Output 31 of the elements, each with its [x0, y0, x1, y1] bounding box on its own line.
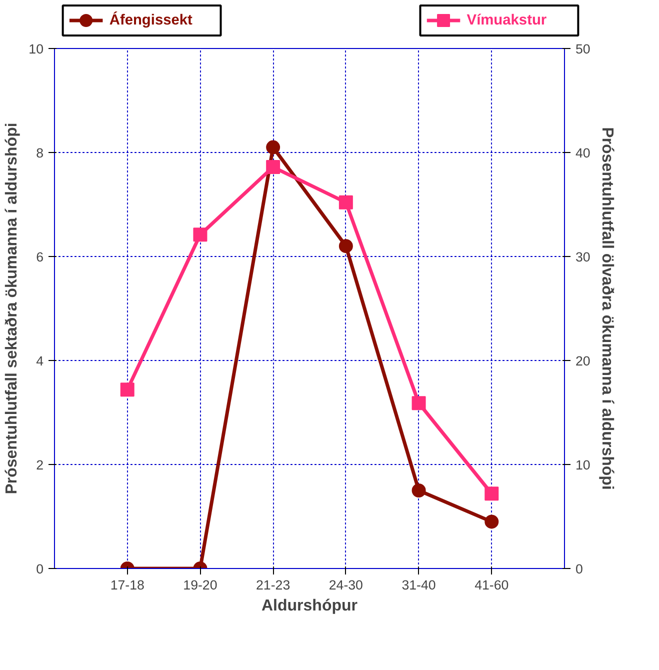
y2-tick-label: 0: [576, 562, 583, 576]
y2-tick-label: 30: [576, 250, 590, 264]
point: [412, 396, 426, 410]
x-tick-label: 31-40: [402, 578, 436, 592]
y2-axis-title: Prósentuhlutfall ölvaðra ökumanna í aldurshópi: [598, 127, 616, 490]
point: [266, 140, 280, 154]
y-tick-label: 10: [28, 42, 44, 56]
y-tick-label: 2: [36, 458, 44, 472]
y-tick-label: 6: [36, 250, 44, 264]
point: [484, 486, 499, 501]
y-tick-label: 4: [36, 354, 44, 368]
y2-tick-label: 50: [576, 42, 590, 56]
legend-label: Vímuakstur: [466, 12, 547, 28]
x-tick-label: 21-23: [256, 578, 290, 592]
point: [338, 195, 353, 210]
x-axis-title: Aldurshópur: [262, 598, 358, 614]
point: [266, 160, 280, 174]
y2-tick-label: 20: [576, 354, 590, 368]
y-axis-title: Prósentuhlutfall sektaðra ökumanna í aldurshópi: [4, 122, 21, 494]
y2-tick-label: 10: [576, 458, 590, 472]
point: [338, 239, 353, 254]
x-tick-label: 17-18: [110, 578, 144, 592]
x-tick-label: 19-20: [183, 578, 218, 592]
legend-label: Áfengissekt: [109, 12, 193, 28]
y2-tick-label: 40: [576, 146, 590, 160]
point: [193, 228, 208, 242]
x-tick-label: 41-60: [474, 578, 509, 592]
point: [120, 382, 134, 397]
y-tick-label: 8: [36, 146, 44, 160]
x-tick-label: 24-30: [328, 578, 363, 592]
y-tick-label: 0: [36, 562, 44, 576]
